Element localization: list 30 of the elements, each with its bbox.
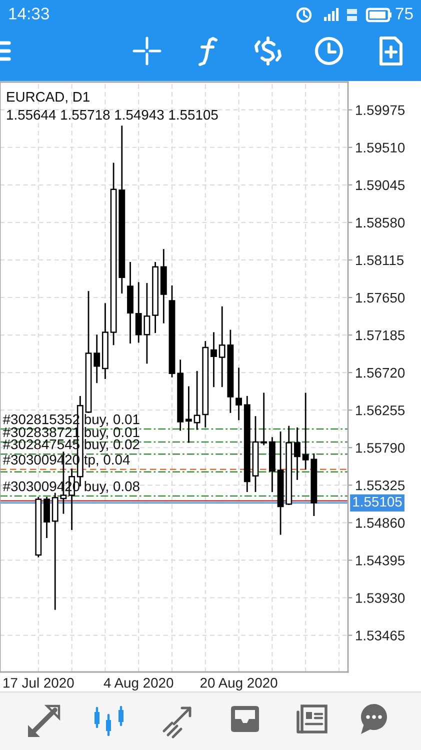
y-tick-label: 1.57650 (356, 292, 405, 303)
y-tick-label: 1.54395 (356, 556, 405, 566)
text: 75 (396, 8, 413, 20)
candlestick (236, 367, 242, 421)
x-tick-label: 20 Aug 2020 (200, 678, 278, 691)
candlestick (260, 392, 268, 446)
y-tick-label: 1.59510 (356, 142, 405, 153)
y-tick-label: 1.55790 (356, 442, 405, 453)
y-tick-label: 1.56720 (356, 368, 405, 378)
y-tick-label: 1.57185 (356, 330, 405, 340)
y-tick-label: 1.54860 (356, 518, 405, 528)
x-tick-label: 4 Aug 2020 (104, 678, 174, 691)
y-tick-label: 1.58580 (356, 218, 405, 228)
y-tick-label: 1.56255 (356, 405, 405, 416)
y-tick-label: 1.55325 (356, 480, 405, 490)
text: EURCAD, D1 (7, 92, 90, 104)
y-tick-label: 1.58115 (356, 255, 404, 266)
candlestick (44, 496, 50, 539)
text: 14:33 (9, 8, 49, 20)
candlestick (210, 332, 217, 388)
ref-line-label: 1.55105 (353, 496, 402, 507)
candlestick (294, 426, 300, 481)
y-tick-label: 1.53465 (356, 630, 405, 640)
y-tick-label: 1.53930 (356, 593, 405, 603)
text: 1.55644 1.55718 1.54943 1.55105 (7, 110, 218, 120)
x-tick-label: 17 Jul 2020 (4, 678, 74, 688)
candlestick (185, 386, 192, 444)
y-tick-label: 1.59975 (356, 105, 405, 116)
y-tick-label: 1.59045 (356, 180, 405, 190)
candlestick (94, 334, 100, 384)
